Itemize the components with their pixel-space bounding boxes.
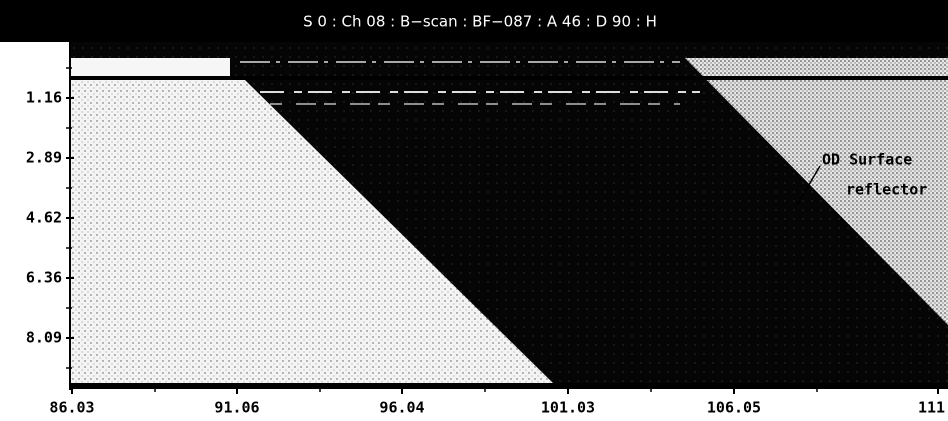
x-tick-label: 86.03: [49, 399, 94, 417]
y-tick-label: 4.62: [26, 209, 62, 227]
x-tick-label: 101.03: [541, 399, 595, 417]
bottom-bar: [70, 383, 948, 389]
header-bar: [0, 0, 948, 42]
interface-line: [70, 76, 948, 80]
y-tick-label: 2.89: [26, 149, 62, 167]
leader-line: [796, 165, 821, 206]
y-tick-label: 6.36: [26, 269, 62, 287]
surface-band: [70, 58, 230, 76]
x-tick-label: 111.: [918, 399, 948, 417]
y-tick-label: 1.16: [26, 89, 62, 107]
scan-title: S 0 : Ch 08 : B−scan : BF−087 : A 46 : D…: [303, 13, 657, 31]
x-ticks: 86.03 91.06 96.04 101.03 106.05 111.: [49, 386, 948, 417]
x-tick-label: 96.04: [379, 399, 424, 417]
x-tick-label: 106.05: [707, 399, 761, 417]
left-region: [70, 80, 555, 385]
annotation: OD Surface: [822, 151, 912, 169]
x-tick-label: 91.06: [214, 399, 259, 417]
annotation: reflector: [846, 181, 927, 199]
y-tick-label: 8.09: [26, 329, 62, 347]
right-region: [685, 58, 948, 325]
y-ticks: 1.16 2.89 4.62 6.36 8.09: [26, 67, 74, 369]
